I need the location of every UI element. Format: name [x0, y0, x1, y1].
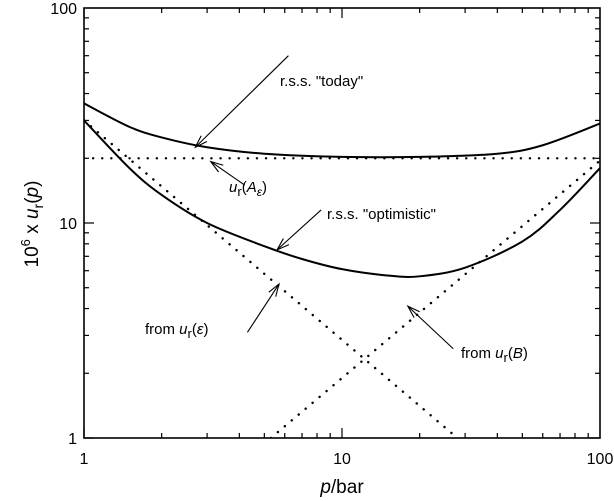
annotation-ur-a-eps-sub: r	[237, 184, 242, 199]
x-tick-label-100: 100	[587, 451, 614, 468]
x-tick-label-1: 1	[80, 451, 89, 468]
arrowhead-ua	[209, 160, 224, 173]
annotation-from-ur-b-open: (	[508, 345, 513, 362]
y-axis-title-exp: 6	[18, 239, 33, 246]
annotation-ur-a-eps-open: (	[242, 179, 247, 196]
annotation-from-ur-b-close: )	[523, 345, 528, 362]
arrowhead-fromB	[406, 305, 420, 318]
annotation-from-ur-eps: from ur(ε)	[145, 321, 208, 341]
annotation-ur-a-eps: ur(Aε)	[229, 179, 267, 199]
arrowhead-fromeps	[268, 282, 280, 297]
annotation-rss-today: r.s.s. "today"	[280, 73, 363, 90]
annotation-from-ur-b-arg: B	[513, 345, 523, 362]
annotation-ur-a-eps-var: u	[229, 179, 238, 196]
y-axis-title-open: (	[22, 197, 43, 204]
series-from-ur-b-line	[269, 159, 600, 438]
arrow-ua	[210, 161, 246, 186]
series-from-ur-eps-line	[84, 119, 459, 438]
y-tick-label-100: 100	[50, 1, 77, 18]
x-axis-title-unit: /bar	[331, 477, 364, 498]
x-tick-label-10: 10	[333, 451, 351, 468]
y-tick-label-10: 10	[59, 216, 77, 233]
y-axis-title: 106 x ur(p)	[18, 181, 46, 268]
annotation-from-ur-b: from ur(B)	[461, 345, 528, 365]
x-axis-title-var: p	[319, 477, 331, 498]
y-tick-label-1: 1	[68, 431, 77, 448]
arrow-today	[194, 55, 289, 148]
annotation-ur-a-eps-close: )	[262, 179, 267, 196]
annotation-from-ur-eps-sub: r	[188, 326, 193, 341]
annotation-from-ur-eps-open: (	[192, 321, 197, 338]
annotation-from-ur-b-prefix: from	[461, 345, 495, 362]
y-axis-title-sub: r	[30, 203, 46, 208]
y-axis-title-close: )	[22, 181, 43, 187]
y-axis-title-var: u	[22, 208, 43, 219]
x-axis-title: p/bar	[319, 477, 364, 498]
arrowhead-optimistic	[275, 238, 290, 252]
annotation-from-ur-eps-prefix: from	[145, 321, 179, 338]
y-axis-title-arg: p	[22, 187, 43, 199]
annotation-rss-optimistic: r.s.s. "optimistic"	[327, 206, 436, 223]
axis-ticks	[83, 8, 600, 439]
arrow-fromB	[407, 305, 454, 350]
annotation-ur-a-eps-argsub: ε	[257, 185, 263, 199]
annotation-arrows	[194, 55, 454, 350]
annotation-ur-a-eps-arg: A	[246, 179, 257, 196]
y-axis-title-prefix: 10	[22, 246, 43, 267]
series-rss-today-line	[84, 102, 600, 159]
annotation-from-ur-b-var: u	[495, 345, 504, 362]
arrow-fromeps	[246, 283, 280, 333]
series-rss-optimistic-line	[84, 119, 600, 278]
annotation-from-ur-eps-close: )	[203, 321, 208, 338]
annotation-from-ur-eps-var: u	[179, 321, 188, 338]
arrow-optimistic	[276, 209, 322, 251]
annotation-from-ur-eps-arg: ε	[197, 321, 204, 338]
annotation-from-ur-b-sub: r	[504, 350, 509, 365]
arrowhead-today	[194, 135, 208, 149]
y-axis-title-mid: x	[22, 219, 43, 239]
